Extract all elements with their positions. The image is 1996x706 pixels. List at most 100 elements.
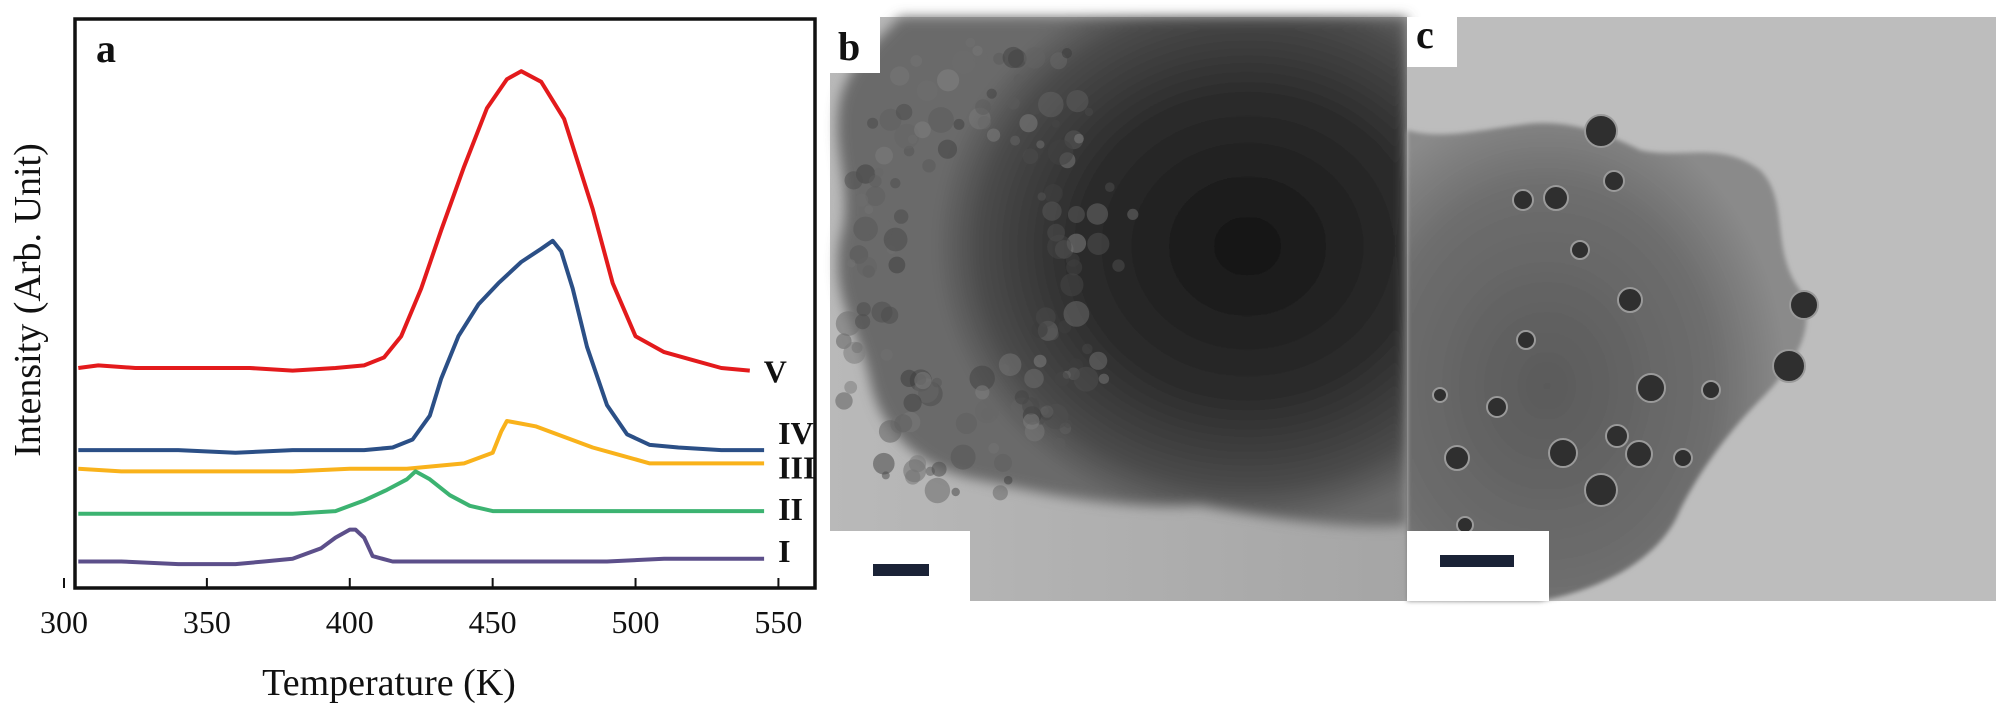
grain	[1065, 253, 1080, 267]
grain	[924, 477, 951, 504]
grain	[951, 487, 960, 497]
grain	[1047, 223, 1065, 242]
grain	[931, 461, 947, 477]
grain	[1033, 354, 1047, 368]
grain	[988, 442, 1000, 454]
grain	[847, 259, 856, 268]
nanoparticle	[1584, 473, 1618, 507]
grain	[950, 444, 976, 470]
x-tick-label: 400	[326, 604, 374, 640]
grain	[864, 205, 874, 215]
grain	[867, 117, 879, 129]
grain	[914, 121, 931, 139]
grain	[865, 186, 886, 207]
grain	[900, 369, 918, 387]
grain	[998, 353, 1022, 377]
grain	[1051, 119, 1060, 128]
grain	[855, 314, 871, 330]
grain	[1089, 351, 1108, 370]
grain	[1087, 232, 1110, 255]
grain	[1061, 48, 1072, 59]
grain	[928, 107, 954, 133]
grain	[1112, 259, 1125, 272]
nanoparticle	[1772, 349, 1806, 383]
grain	[1010, 135, 1021, 146]
grain	[987, 128, 1001, 142]
grain	[835, 311, 861, 336]
grain	[937, 139, 958, 159]
grain	[922, 159, 936, 173]
grain	[975, 385, 990, 400]
grain	[1063, 301, 1090, 327]
grain	[1073, 366, 1099, 392]
x-tick-label: 500	[612, 604, 660, 640]
grain	[1002, 46, 1024, 69]
grain	[856, 302, 871, 317]
grain	[894, 414, 913, 433]
grain	[1043, 184, 1063, 203]
grain	[1105, 182, 1115, 192]
grain	[1042, 201, 1062, 221]
grain	[1022, 397, 1040, 415]
grain	[969, 365, 995, 391]
grain	[993, 52, 1006, 65]
grain	[1098, 373, 1110, 384]
grain	[1054, 371, 1070, 387]
grain	[890, 66, 910, 86]
grain	[1022, 148, 1039, 165]
nanoparticle	[1605, 424, 1629, 448]
grain	[894, 209, 909, 224]
grain	[1019, 114, 1038, 133]
grain	[1038, 91, 1064, 118]
x-tick-label: 450	[469, 604, 517, 640]
grain	[894, 123, 920, 149]
grain	[1084, 107, 1094, 117]
nanoparticle	[1789, 290, 1819, 320]
grain	[1036, 140, 1045, 149]
grain	[955, 412, 978, 434]
panel-b-micrograph: b	[830, 17, 1407, 601]
grain	[855, 193, 869, 207]
grain	[853, 216, 878, 242]
panel-letter-box	[830, 17, 880, 73]
grain	[871, 301, 893, 323]
grain	[903, 393, 922, 412]
grain	[1066, 90, 1089, 113]
grain	[1003, 475, 1013, 485]
grain	[972, 45, 983, 56]
grain	[1024, 368, 1044, 389]
grain	[1023, 47, 1046, 69]
panel-letter-c: c	[1416, 12, 1434, 57]
grain	[914, 371, 932, 390]
grain	[975, 99, 991, 115]
nanoparticle	[1673, 448, 1693, 468]
series-line-iv	[78, 238, 765, 455]
nanoparticle	[1512, 189, 1534, 211]
grain	[1046, 327, 1059, 341]
grain	[1066, 233, 1087, 253]
series-label-iv: IV	[778, 415, 814, 451]
grain	[1050, 52, 1068, 70]
nanoparticle	[1570, 240, 1590, 260]
x-tick-label: 300	[40, 604, 88, 640]
aggregate-grains	[835, 37, 1139, 504]
grain	[992, 485, 1008, 501]
grain	[1082, 343, 1093, 355]
nanoparticle	[1584, 114, 1618, 148]
nanoparticle	[1543, 185, 1569, 211]
grain	[1060, 273, 1084, 297]
grain	[1074, 133, 1084, 144]
series-label-ii: II	[778, 491, 803, 527]
grain	[879, 108, 902, 131]
grain	[1047, 139, 1074, 166]
scale-bar	[873, 564, 929, 576]
grain	[1127, 208, 1139, 220]
series-line-i	[78, 527, 765, 567]
nanoparticle	[1456, 516, 1474, 534]
grain	[875, 146, 893, 165]
grain	[873, 452, 895, 475]
grain	[1007, 97, 1020, 110]
catalyst-support	[1407, 122, 1807, 602]
